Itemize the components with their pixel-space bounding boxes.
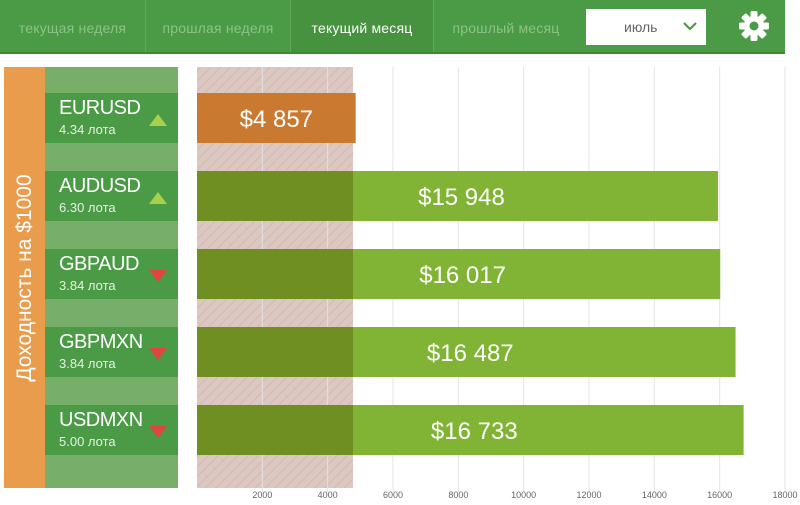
instrument-list: EURUSD 4.34 лота AUDUSD 6.30 лота GBPAUD…	[45, 67, 178, 488]
instrument-lots: 5.00 лота	[59, 434, 116, 449]
tab-last-month[interactable]: прошлый месяц	[452, 20, 560, 36]
x-tick-label: 18000	[772, 490, 797, 500]
x-tick-label: 6000	[383, 490, 403, 500]
y-axis-label-panel: Доходность на $1000	[4, 67, 45, 488]
instrument-row[interactable]: USDMXN 5.00 лота	[45, 405, 178, 455]
x-tick-label: 8000	[448, 490, 468, 500]
x-tick-label: 16000	[707, 490, 732, 500]
bar-overlay	[197, 249, 353, 299]
x-tick-label: 10000	[511, 490, 536, 500]
instrument-row[interactable]: GBPAUD 3.84 лота	[45, 249, 178, 299]
bar-overlay	[197, 327, 353, 377]
instrument-name: AUDUSD	[59, 175, 141, 197]
tab-last-week[interactable]: прошлая неделя	[146, 0, 291, 52]
x-tick-label: 4000	[318, 490, 338, 500]
trend-down-icon	[149, 348, 167, 360]
instrument-row[interactable]: AUDUSD 6.30 лота	[45, 171, 178, 221]
bar-value-label: $16 733	[431, 418, 518, 445]
x-tick-label: 14000	[642, 490, 667, 500]
gear-icon	[739, 11, 769, 41]
instrument-name: USDMXN	[59, 409, 143, 431]
bar-value-label: $16 017	[419, 262, 506, 289]
bar-value-label: $16 487	[427, 340, 514, 367]
trend-up-icon	[149, 192, 167, 204]
trend-down-icon	[149, 426, 167, 438]
instrument-name: GBPAUD	[59, 253, 139, 275]
tab-current-month[interactable]: текущий месяц	[291, 0, 434, 52]
bar	[197, 93, 356, 143]
x-tick-label: 12000	[576, 490, 601, 500]
instrument-lots: 3.84 лота	[59, 356, 116, 371]
instrument-name: EURUSD	[59, 97, 141, 119]
chevron-down-icon	[683, 22, 697, 31]
bar-value-label: $15 948	[418, 184, 505, 211]
tab-current-week[interactable]: текущая неделя	[0, 0, 146, 52]
instrument-lots: 3.84 лота	[59, 278, 116, 293]
bar-value-label: $4 857	[240, 106, 313, 133]
bar-overlay	[197, 405, 353, 455]
instrument-lots: 4.34 лота	[59, 122, 116, 137]
settings-button[interactable]	[736, 9, 772, 43]
instrument-name: GBPMXN	[59, 331, 143, 353]
bar-overlay	[197, 171, 353, 221]
month-select-value: июль	[624, 19, 658, 35]
instrument-lots: 6.30 лота	[59, 200, 116, 215]
instrument-row[interactable]: EURUSD 4.34 лота	[45, 93, 178, 143]
trend-up-icon	[149, 114, 167, 126]
month-select[interactable]: июль	[586, 9, 706, 45]
period-nav: текущая неделя прошлая неделя текущий ме…	[0, 0, 785, 54]
instrument-row[interactable]: GBPMXN 3.84 лота	[45, 327, 178, 377]
x-tick-label: 2000	[252, 490, 272, 500]
trend-down-icon	[149, 270, 167, 282]
